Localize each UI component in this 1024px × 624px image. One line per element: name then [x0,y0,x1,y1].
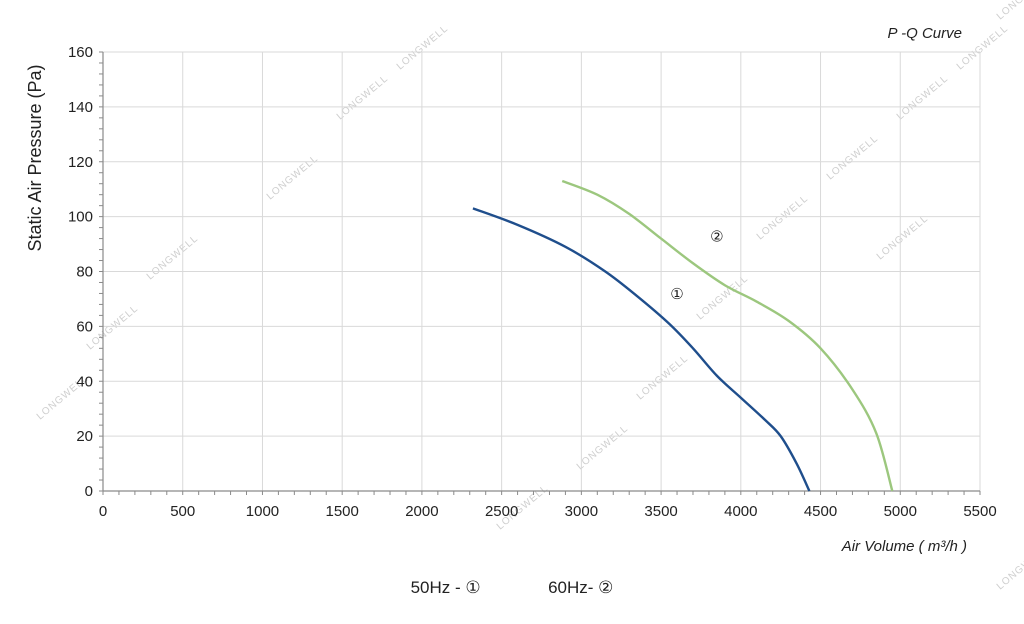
watermark-text: LONGWELL [635,353,691,402]
watermark-text: LONGWELL [955,23,1011,72]
watermark-text: LONGWELL [875,213,931,262]
curve-annotation-1: ② [710,228,723,245]
x-tick-label: 1000 [246,503,279,520]
x-tick-label: 0 [99,503,107,520]
chart-title: P -Q Curve [888,25,962,42]
y-tick-label: 160 [68,44,93,61]
y-tick-label: 120 [68,154,93,171]
watermark-text: LONGWELL [265,153,321,202]
watermark-text: LONGWELL [335,73,391,122]
y-tick-label: 20 [76,428,93,445]
watermark-text: LONGWELL [995,0,1024,22]
x-tick-label: 2500 [485,503,518,520]
series-line-1 [472,207,811,492]
x-tick-label: 2000 [405,503,438,520]
y-axis-label: Static Air Pressure (Pa) [25,64,45,251]
y-tick-label: 60 [76,318,93,335]
series-line-2 [561,179,894,492]
watermark-text: LONGWELL [755,193,811,242]
x-tick-label: 5000 [884,503,917,520]
legend: 50Hz - ① 60Hz- ② [0,578,1024,598]
legend-item-50hz: 50Hz - ① [410,578,481,597]
watermark-text: LONGWELL [85,303,141,352]
y-tick-label: 100 [68,209,93,226]
watermark-text: LONGWELL [695,273,751,322]
x-axis-label: Air Volume ( m³/h ) [841,538,967,555]
watermark-text: LONGWELL [395,23,451,72]
y-tick-label: 0 [85,483,93,500]
x-tick-label: 4000 [724,503,757,520]
curve-annotation-2: ① [670,286,683,303]
x-tick-label: 3500 [644,503,677,520]
x-tick-label: 1500 [325,503,358,520]
grid [103,51,981,491]
x-tick-label: 5500 [963,503,996,520]
x-tick-label: 500 [170,503,195,520]
watermark-text: LONGWELL [145,233,201,282]
watermark-text: LONGWELL [895,73,951,122]
y-tick-label: 80 [76,264,93,281]
series-layer [472,179,894,492]
legend-item-60hz: 60Hz- ② [548,578,614,597]
watermark-text: LONGWELL [825,133,881,182]
x-tick-label: 3000 [565,503,598,520]
axes [99,51,981,495]
x-tick-label: 4500 [804,503,837,520]
tick-labels: 0 500 1000 1500 2000 2500 3000 3500 4000 4500 5000… [68,44,997,520]
y-tick-label: 140 [68,99,93,116]
watermark-text: LONGWELL [575,423,631,472]
y-tick-label: 40 [76,373,93,390]
annotations: ②① [670,228,723,303]
